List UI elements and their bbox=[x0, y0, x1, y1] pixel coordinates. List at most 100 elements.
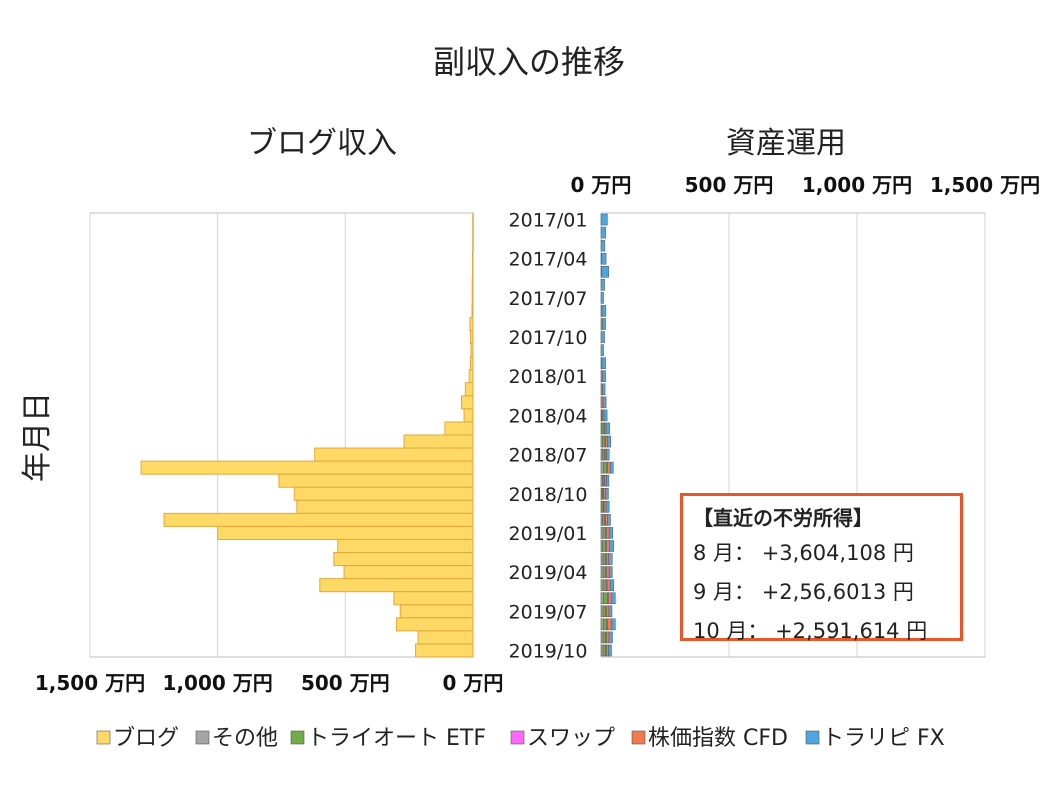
asset-bar-segment bbox=[601, 305, 607, 317]
callout-line-september: 9 月： +2,56,6013 円 bbox=[693, 580, 914, 604]
date-label: 2019/07 bbox=[509, 601, 588, 623]
asset-bar-segment bbox=[608, 527, 614, 539]
asset-bar-segment bbox=[600, 461, 604, 474]
blog-bar bbox=[464, 382, 474, 397]
date-label: 2018/07 bbox=[509, 445, 588, 467]
right-panel-title: 資産運用 bbox=[726, 126, 846, 161]
left-tick-label: 0 万円 bbox=[443, 671, 504, 695]
asset-bar-segment bbox=[605, 435, 608, 448]
asset-bar-segment bbox=[605, 501, 610, 513]
date-label: 2017/01 bbox=[509, 210, 588, 232]
blog-bar bbox=[417, 630, 474, 645]
date-label: 2017/04 bbox=[509, 249, 588, 271]
legend-swatch bbox=[195, 730, 210, 745]
legend-label: トライオート ETF bbox=[307, 726, 486, 751]
asset-bar-segment bbox=[601, 357, 606, 369]
asset-bar-segment bbox=[601, 252, 607, 265]
asset-bar-segment bbox=[606, 553, 609, 565]
asset-bar-segment bbox=[609, 540, 615, 552]
asset-bar-segment bbox=[602, 540, 606, 552]
date-label: 2018/01 bbox=[509, 366, 588, 388]
asset-bar-segment bbox=[609, 579, 615, 591]
blog-bar bbox=[463, 408, 474, 423]
date-label-bg bbox=[500, 560, 596, 585]
asset-bar-segment bbox=[600, 644, 604, 657]
asset-bar-segment bbox=[608, 553, 613, 565]
date-label-bg bbox=[500, 285, 596, 310]
asset-bar-segment bbox=[602, 605, 606, 618]
asset-bar-segment bbox=[606, 644, 609, 657]
asset-bar-segment bbox=[602, 553, 606, 565]
legend-label: スワップ bbox=[527, 726, 615, 751]
blog-bar bbox=[293, 486, 474, 501]
asset-bar-segment bbox=[602, 396, 607, 409]
date-label-bg bbox=[500, 403, 596, 428]
asset-bar-segment bbox=[608, 566, 613, 578]
date-label: 2018/10 bbox=[509, 484, 588, 506]
asset-bar-segment bbox=[600, 592, 604, 605]
asset-bar-segment bbox=[607, 461, 611, 474]
callout-title: 【直近の不労所得】 bbox=[693, 506, 873, 530]
asset-bar-segment bbox=[607, 618, 612, 631]
blog-bar bbox=[217, 525, 474, 540]
asset-bar-segment bbox=[600, 344, 604, 356]
asset-bar-segment bbox=[607, 514, 611, 526]
blog-bar bbox=[399, 604, 474, 619]
asset-bar-segment bbox=[606, 605, 610, 618]
asset-bar-segment bbox=[600, 239, 606, 252]
legend-label: ブログ bbox=[113, 726, 179, 751]
blog-bar bbox=[472, 225, 474, 240]
asset-bar-segment bbox=[600, 618, 604, 631]
chart-title: 副収入の推移 bbox=[433, 43, 625, 81]
blog-bar bbox=[337, 538, 474, 554]
date-label: 2018/04 bbox=[509, 405, 588, 427]
blog-bar bbox=[469, 330, 474, 345]
asset-bar-segment bbox=[602, 435, 606, 448]
blog-bar bbox=[471, 264, 474, 279]
asset-bar-segment bbox=[603, 461, 607, 474]
date-label-bg bbox=[500, 246, 596, 271]
legend-swatch bbox=[631, 730, 646, 745]
asset-bar-segment bbox=[608, 644, 612, 657]
date-label-bg bbox=[500, 207, 596, 232]
asset-bar-segment bbox=[600, 331, 605, 343]
asset-bar-segment bbox=[600, 579, 604, 591]
asset-bar-segment bbox=[600, 527, 604, 539]
asset-bar-segment bbox=[600, 605, 604, 618]
blog-bar bbox=[403, 434, 474, 449]
asset-bar-segment bbox=[601, 422, 605, 435]
blog-bar bbox=[296, 499, 474, 514]
blog-bar bbox=[471, 290, 474, 305]
asset-bar-segment bbox=[609, 461, 614, 474]
date-label: 2019/01 bbox=[509, 523, 588, 545]
date-label: 2019/10 bbox=[509, 640, 588, 662]
right-tick-label: 0 万円 bbox=[571, 173, 632, 197]
y-axis-label: 年月日 bbox=[20, 392, 55, 482]
left-panel-title: ブログ収入 bbox=[247, 126, 397, 161]
asset-bar-segment bbox=[611, 592, 616, 605]
asset-bar-segment bbox=[601, 265, 609, 278]
asset-bar-segment bbox=[600, 213, 608, 226]
asset-bar-segment bbox=[605, 487, 609, 500]
asset-bar-segment bbox=[606, 474, 610, 487]
blog-bar bbox=[469, 356, 474, 371]
asset-bar-segment bbox=[606, 540, 610, 552]
asset-bar-segment bbox=[600, 292, 604, 304]
callout-line-october: 10 月： +2,591,614 円 bbox=[693, 619, 928, 643]
blog-bar bbox=[333, 552, 474, 567]
asset-bar-segment bbox=[608, 631, 613, 644]
asset-bar-segment bbox=[602, 644, 606, 657]
asset-bar-segment bbox=[602, 318, 606, 330]
recent-income-callout: 【直近の不労所得】 8 月： +3,604,108 円 9 月： +2,56,6… bbox=[680, 493, 963, 643]
asset-bar-segment bbox=[603, 618, 607, 631]
asset-bar-segment bbox=[602, 448, 605, 461]
asset-bar-segment bbox=[602, 527, 606, 539]
blog-bar bbox=[319, 578, 474, 593]
date-label-bg bbox=[500, 481, 596, 506]
legend-label: その他 bbox=[212, 726, 278, 751]
blog-bar bbox=[395, 617, 474, 632]
blog-bar bbox=[471, 251, 474, 266]
left-tick-label: 500 万円 bbox=[301, 671, 390, 695]
date-label: 2017/10 bbox=[509, 327, 588, 349]
